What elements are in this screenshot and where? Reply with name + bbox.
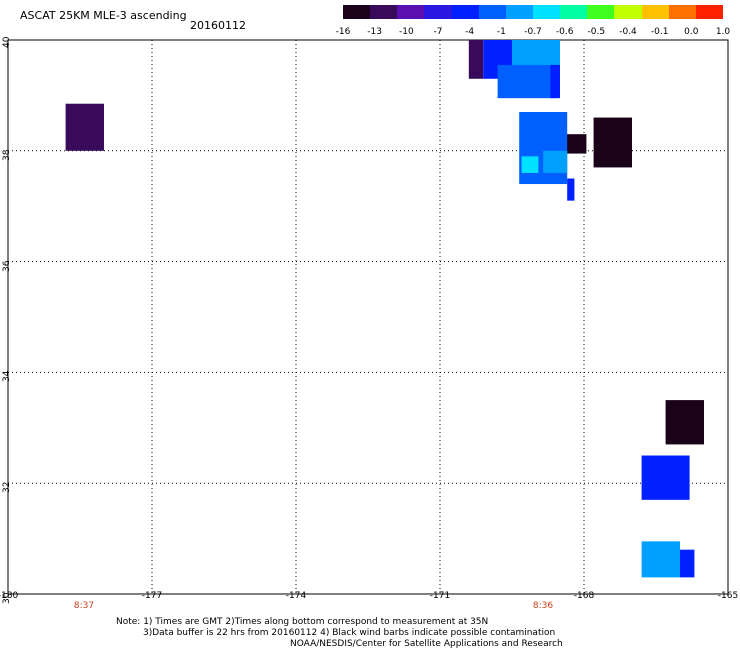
colorbar-segment	[343, 5, 371, 19]
longitude-label: -171	[429, 591, 451, 601]
data-cell	[593, 117, 632, 168]
note-line-3: NOAA/NESDIS/Center for Satellite Applica…	[290, 639, 563, 649]
plot-title: ASCAT 25KM MLE-3 ascending	[20, 9, 187, 22]
longitude-label: -174	[285, 591, 307, 601]
colorbar-tick-label: -4	[465, 27, 475, 37]
latitude-label: 32	[2, 481, 12, 494]
colorbar-segment	[505, 5, 534, 19]
colorbar-segment	[424, 5, 453, 19]
latitude-label: 38	[2, 149, 12, 161]
colorbar-tick-label: -1	[496, 27, 506, 37]
data-cell	[665, 400, 704, 445]
time-label-left: 8:37	[73, 601, 95, 611]
colorbar-tick-label: -10	[398, 27, 414, 37]
data-cell	[680, 549, 695, 578]
colorbar-tick-label: -0.4	[619, 27, 637, 37]
colorbar-segment	[668, 5, 697, 19]
longitude-label: -165	[717, 591, 739, 601]
colorbar-segment	[397, 5, 425, 19]
data-cell	[497, 64, 556, 99]
note-line-1: Note: 1) Times are GMT 2)Times along bot…	[116, 617, 489, 627]
time-label-right: 8:36	[532, 601, 554, 611]
colorbar-segment	[560, 5, 588, 19]
colorbar-tick-label: -0.1	[650, 27, 669, 37]
colorbar-segment	[478, 5, 507, 19]
latitude-label: 34	[2, 370, 12, 383]
colorbar-segment	[587, 5, 615, 19]
data-cell	[519, 112, 568, 185]
longitude-label: -168	[573, 591, 595, 601]
data-cell	[468, 40, 484, 79]
colorbar-tick-label: -0.6	[555, 27, 574, 37]
colorbar-tick-label: -16	[335, 27, 351, 37]
colorbar-segment	[370, 5, 398, 19]
colorbar-tick-label: -7	[433, 27, 443, 37]
colorbar-segment	[614, 5, 643, 19]
longitude-label: -180	[0, 591, 19, 601]
note-line-2: 3)Data buffer is 22 hrs from 20160112 4)…	[143, 628, 556, 638]
data-cell	[641, 541, 680, 578]
colorbar-tick-label: -0.7	[524, 27, 542, 37]
data-cell	[550, 64, 560, 99]
colorbar-segment	[641, 5, 670, 19]
data-cell	[65, 103, 104, 151]
colorbar-tick-label: -0.5	[587, 27, 606, 37]
colorbar-segment	[695, 5, 724, 19]
data-cell	[567, 178, 575, 201]
colorbar-tick-label: 1.0	[715, 27, 731, 37]
data-cell	[641, 455, 690, 500]
plot-frame	[7, 39, 729, 595]
latitude-label: 36	[2, 260, 12, 272]
plot-date: 20160112	[190, 19, 246, 32]
colorbar	[343, 5, 724, 19]
colorbar-segment	[451, 5, 480, 19]
data-cell	[543, 150, 568, 173]
colorbar-segment	[533, 5, 561, 19]
latitude-label: 40	[2, 36, 12, 48]
colorbar-tick-label: 0.0	[684, 27, 699, 37]
longitude-label: -177	[141, 591, 163, 601]
colorbar-tick-label: -13	[367, 27, 383, 37]
data-cell	[521, 156, 539, 173]
